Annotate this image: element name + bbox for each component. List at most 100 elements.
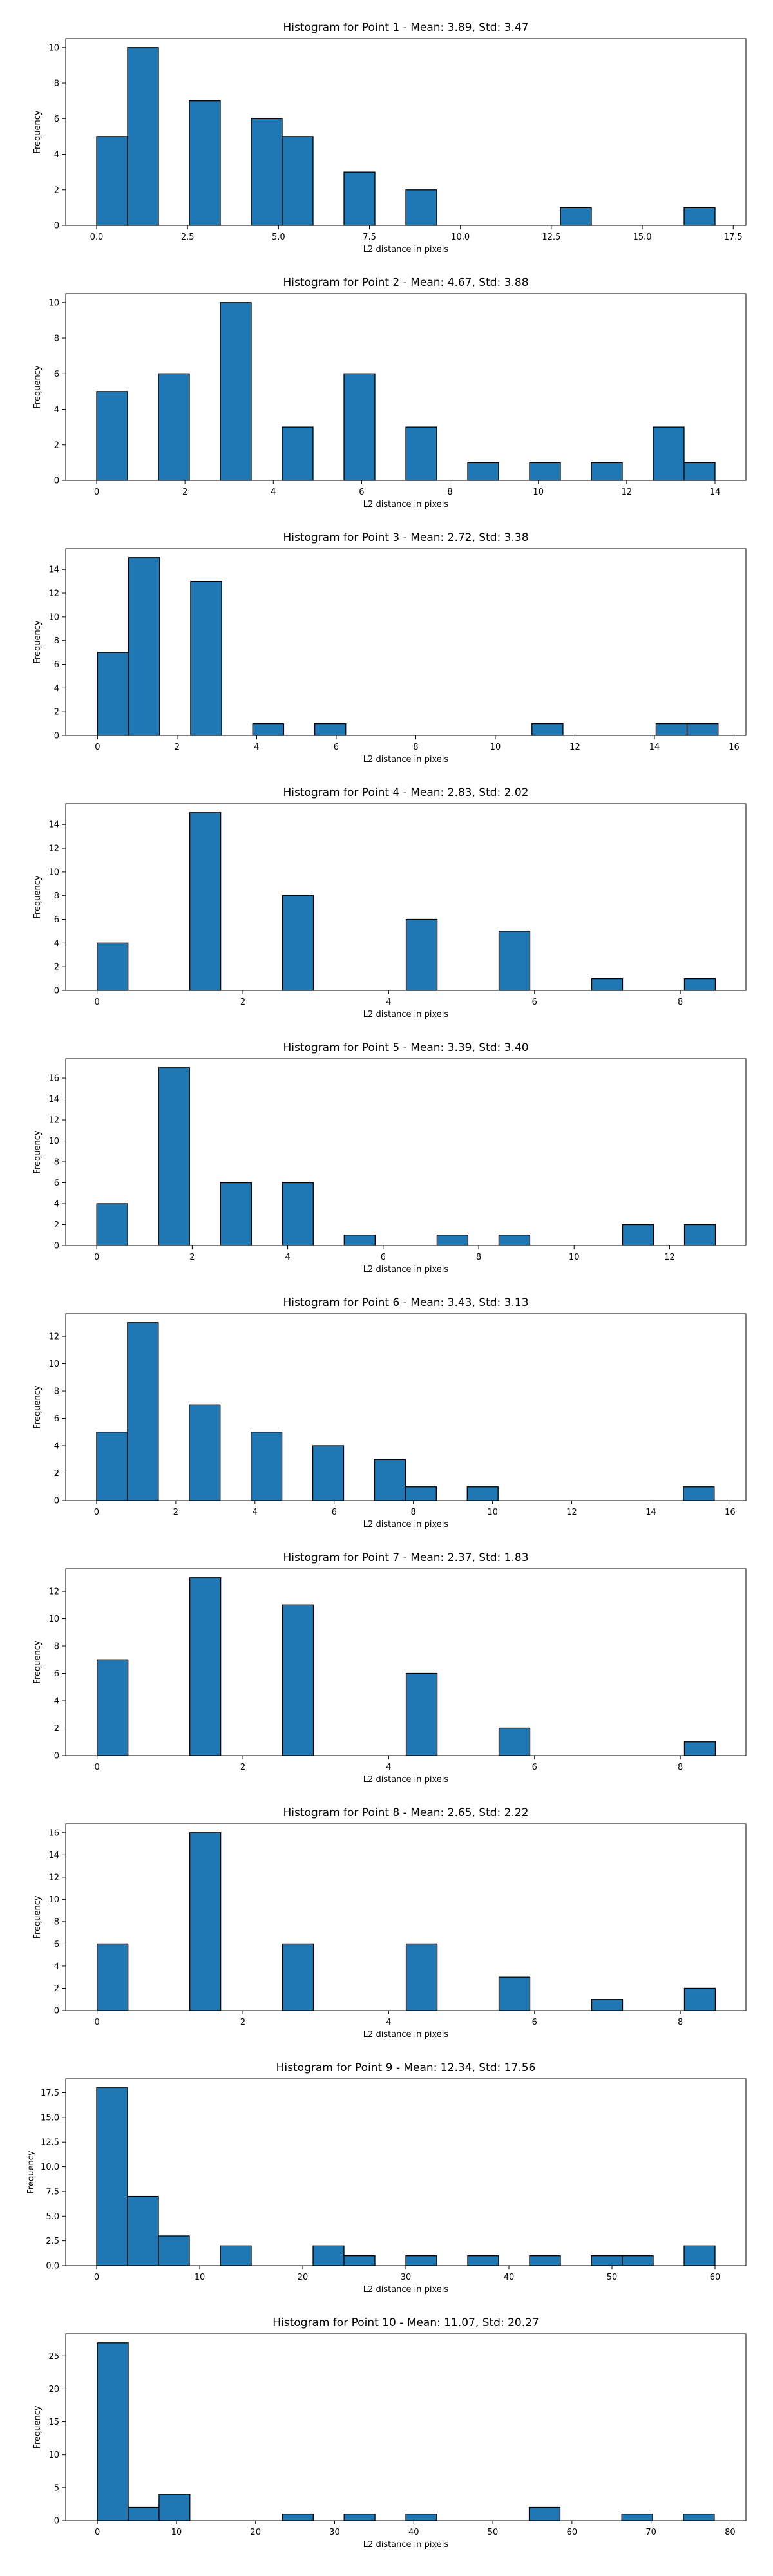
x-tick-label: 12 xyxy=(664,1253,675,1262)
y-tick-label: 15.0 xyxy=(41,2113,59,2123)
y-tick-label: 12.5 xyxy=(41,2138,59,2148)
x-tick-label: 4 xyxy=(386,2018,391,2027)
y-tick-label: 6 xyxy=(54,1414,59,1424)
x-tick-label: 8 xyxy=(678,2018,683,2027)
axes-frame xyxy=(65,803,747,991)
x-tick-label: 60 xyxy=(567,2528,578,2537)
x-tick-label: 10 xyxy=(569,1253,580,1262)
y-tick-label: 7.5 xyxy=(46,2187,59,2197)
x-tick-label: 2 xyxy=(240,2018,245,2027)
histogram-bar xyxy=(683,1486,715,1501)
histogram-bar xyxy=(97,1943,129,2011)
y-tick-label: 0.0 xyxy=(46,2262,59,2271)
y-tick-label: 8 xyxy=(54,1158,59,1168)
x-tick-label: 0 xyxy=(95,2018,100,2027)
y-axis-label: Frequency xyxy=(33,1130,43,1173)
x-tick-label: 2.5 xyxy=(181,232,195,242)
histogram-bar xyxy=(97,2342,129,2521)
histogram-bar xyxy=(683,2514,715,2521)
x-axis-label: L2 distance in pixels xyxy=(363,500,449,509)
y-tick-label: 12 xyxy=(48,844,59,854)
chart-panel-3: Histogram for Point 3 - Mean: 2.72, Std:… xyxy=(33,531,747,764)
x-tick-label: 6 xyxy=(359,488,364,497)
y-tick-label: 10 xyxy=(48,1895,59,1905)
y-tick-label: 14 xyxy=(48,1095,59,1104)
x-tick-label: 2 xyxy=(182,488,187,497)
histogram-bar xyxy=(312,2245,345,2266)
chart-title: Histogram for Point 10 - Mean: 11.07, St… xyxy=(272,2316,539,2329)
y-tick-label: 10 xyxy=(48,1359,59,1369)
axes-frame xyxy=(65,38,747,226)
histogram-bar xyxy=(158,1067,190,1246)
histogram-bar xyxy=(405,1672,438,1756)
y-tick-label: 4 xyxy=(54,1442,59,1452)
histogram-bar xyxy=(96,391,128,481)
y-tick-label: 14 xyxy=(48,565,59,575)
x-tick-label: 5.0 xyxy=(272,232,285,242)
histogram-bar xyxy=(343,1235,376,1246)
histogram-bar xyxy=(466,1486,499,1501)
x-tick-label: 10 xyxy=(533,488,544,497)
y-tick-label: 8 xyxy=(54,1642,59,1652)
y-tick-label: 0 xyxy=(54,987,59,996)
histogram-bar xyxy=(683,978,716,991)
histogram-bar xyxy=(251,1432,283,1501)
y-axis-label: Frequency xyxy=(33,620,43,663)
histogram-bar xyxy=(531,723,564,736)
histogram-bar xyxy=(282,1182,314,1246)
x-tick-label: 0 xyxy=(95,1763,100,1772)
x-tick-label: 20 xyxy=(298,2273,309,2282)
y-tick-label: 2 xyxy=(54,963,59,972)
x-axis-label: L2 distance in pixels xyxy=(363,2285,449,2295)
axes-frame xyxy=(65,293,747,481)
y-tick-label: 2 xyxy=(54,1220,59,1230)
x-tick-label: 12.5 xyxy=(542,232,560,242)
axes-frame xyxy=(65,2333,747,2521)
y-tick-label: 5 xyxy=(54,2483,59,2493)
x-axis-label: L2 distance in pixels xyxy=(363,1265,449,1274)
histogram-bar xyxy=(127,2195,159,2266)
x-tick-label: 6 xyxy=(532,1763,537,1772)
y-tick-label: 8 xyxy=(54,1387,59,1397)
y-tick-label: 2 xyxy=(54,185,59,195)
x-tick-label: 4 xyxy=(386,998,391,1007)
histogram-bar xyxy=(282,895,314,991)
histogram-bar xyxy=(591,2255,623,2266)
histogram-bar xyxy=(653,426,685,481)
histogram-bar xyxy=(405,2255,437,2266)
y-tick-label: 4 xyxy=(54,1962,59,1971)
histogram-bar xyxy=(498,931,531,991)
histogram-bar xyxy=(405,1486,437,1501)
y-tick-label: 10.0 xyxy=(41,2163,59,2172)
x-tick-label: 12 xyxy=(569,743,580,752)
y-tick-label: 2 xyxy=(54,440,59,450)
histogram-bar xyxy=(97,1659,129,1756)
histogram-bar xyxy=(683,462,716,481)
x-tick-label: 6 xyxy=(332,1508,337,1517)
histogram-bar xyxy=(189,1577,222,1756)
axes-frame xyxy=(65,1313,747,1501)
chart-title: Histogram for Point 5 - Mean: 3.39, Std:… xyxy=(283,1041,528,1054)
y-tick-label: 10 xyxy=(48,867,59,877)
y-tick-label: 8 xyxy=(54,1917,59,1927)
histogram-bar xyxy=(528,2506,561,2521)
histogram-bar xyxy=(683,207,716,226)
x-tick-label: 10 xyxy=(195,2273,205,2282)
x-tick-label: 12 xyxy=(622,488,633,497)
histogram-bar xyxy=(405,189,437,226)
chart-title: Histogram for Point 2 - Mean: 4.67, Std:… xyxy=(283,276,528,289)
histogram-bar xyxy=(220,1182,252,1246)
y-tick-label: 0 xyxy=(54,2007,59,2016)
x-axis-label: L2 distance in pixels xyxy=(363,245,449,254)
x-tick-label: 2 xyxy=(189,1253,195,1262)
y-tick-label: 4 xyxy=(54,684,59,694)
histogram-bar xyxy=(655,723,688,736)
histogram-bar xyxy=(189,100,221,226)
axes-frame xyxy=(65,548,747,736)
histogram-bar xyxy=(96,1203,128,1246)
chart-panel-10: Histogram for Point 10 - Mean: 11.07, St… xyxy=(33,2316,747,2550)
chart-panel-5: Histogram for Point 5 - Mean: 3.39, Std:… xyxy=(33,1041,747,1274)
x-tick-label: 0 xyxy=(94,2273,99,2282)
y-tick-label: 10 xyxy=(48,1137,59,1146)
histogram-bar xyxy=(251,118,283,226)
